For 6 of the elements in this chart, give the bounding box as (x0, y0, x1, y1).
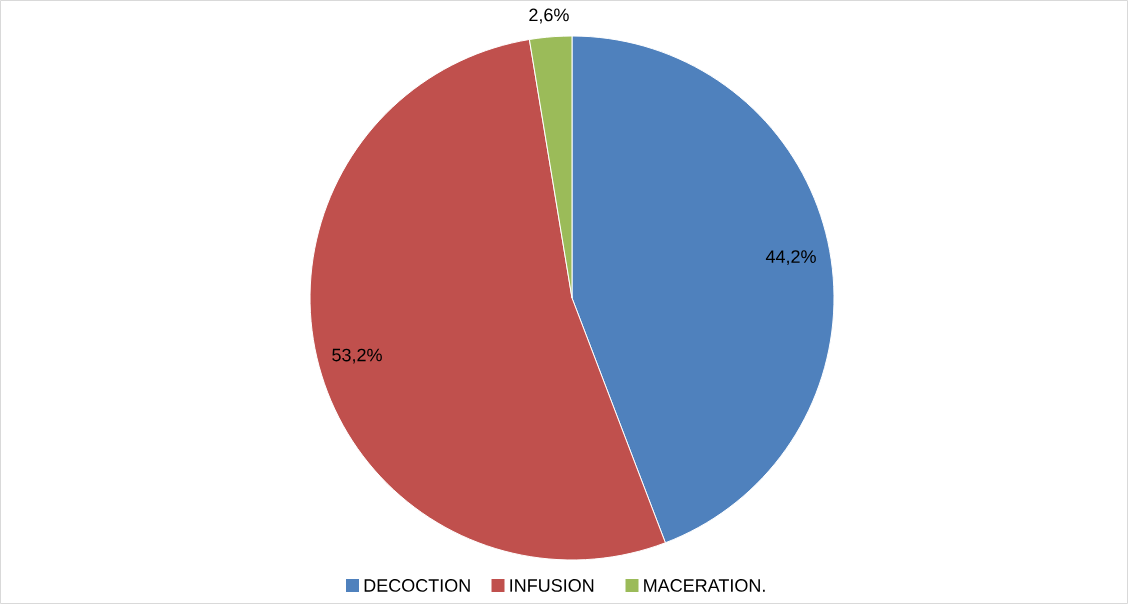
data-label: 2,6% (529, 8, 569, 24)
legend-label: DECOCTION (364, 579, 470, 592)
legend-label: INFUSION (510, 579, 594, 592)
data-label: 44,2% (765, 250, 816, 266)
legend-label: MACERATION. (644, 579, 765, 592)
data-label: 53,2% (332, 348, 382, 364)
